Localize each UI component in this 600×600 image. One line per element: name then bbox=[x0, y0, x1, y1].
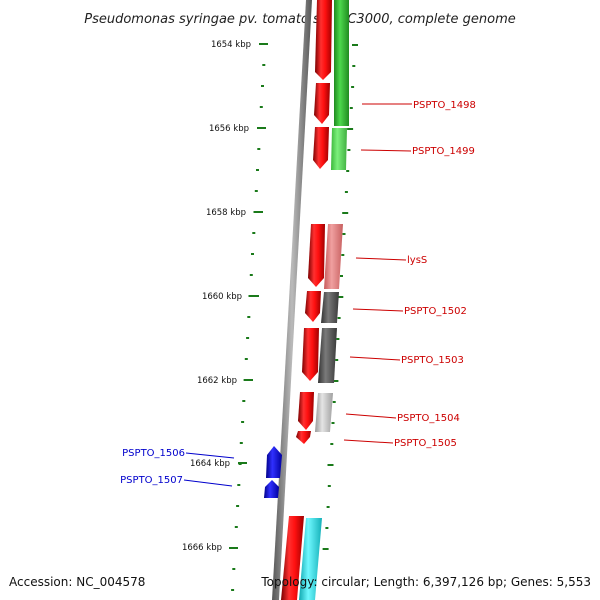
green-feature-track bbox=[331, 0, 349, 170]
feature-track-2 bbox=[299, 224, 343, 600]
gene-label-pspto-1506[interactable]: PSPTO_1506 bbox=[122, 448, 185, 459]
right-track-ticks bbox=[322, 44, 358, 550]
gene-feature bbox=[318, 328, 337, 383]
gene-label-pspto-1498[interactable]: PSPTO_1498 bbox=[413, 100, 476, 111]
gene-label-pspto-1502[interactable]: PSPTO_1502 bbox=[404, 306, 467, 317]
gene-label-pspto-1503[interactable]: PSPTO_1503 bbox=[401, 355, 464, 366]
axis-tick-1662: 1662 kbp bbox=[197, 376, 253, 386]
forward-genes bbox=[281, 0, 332, 600]
axis-tick-1666: 1666 kbp bbox=[182, 543, 238, 553]
gene-arrow bbox=[266, 446, 282, 478]
axis-major-ticks: 1654 kbp 1656 kbp 1658 kbp 1660 kbp 1662… bbox=[182, 40, 268, 553]
tick-label: 1662 kbp bbox=[197, 376, 237, 386]
gene-arrow bbox=[314, 83, 330, 124]
gene-label-lyss[interactable]: lysS bbox=[407, 255, 427, 266]
gene-feature bbox=[331, 128, 347, 170]
axis-tick-1654: 1654 kbp bbox=[211, 40, 268, 50]
gene-arrow bbox=[264, 480, 279, 498]
gene-feature bbox=[324, 224, 343, 289]
axis-tick-1664: 1664 kbp bbox=[190, 459, 247, 469]
gene-label-pspto-1505[interactable]: PSPTO_1505 bbox=[394, 438, 457, 449]
axis-tick-1660: 1660 kbp bbox=[202, 292, 259, 302]
genome-backbone bbox=[272, 0, 312, 600]
axis-tick-1656: 1656 kbp bbox=[209, 124, 266, 134]
axis-tick-1658: 1658 kbp bbox=[206, 208, 263, 218]
genome-summary-text: Topology: circular; Length: 6,397,126 bp… bbox=[260, 575, 591, 589]
gene-label-pspto-1504[interactable]: PSPTO_1504 bbox=[397, 413, 460, 424]
tick-label: 1660 kbp bbox=[202, 292, 242, 302]
tick-label: 1656 kbp bbox=[209, 124, 249, 134]
tick-label: 1658 kbp bbox=[206, 208, 246, 218]
gene-arrow bbox=[302, 328, 319, 381]
gene-arrow bbox=[308, 224, 325, 287]
gene-arrow bbox=[281, 516, 304, 600]
gene-arrow bbox=[315, 0, 332, 80]
gene-arrow bbox=[296, 431, 311, 444]
tick-label: 1664 kbp bbox=[190, 459, 230, 469]
tick-label: 1654 kbp bbox=[211, 40, 251, 50]
accession-text: Accession: NC_004578 bbox=[9, 575, 145, 589]
reverse-genes bbox=[264, 446, 282, 498]
gene-feature bbox=[315, 393, 333, 432]
gene-arrow bbox=[305, 291, 321, 322]
tick-label: 1666 kbp bbox=[182, 543, 222, 553]
gene-feature bbox=[334, 0, 349, 126]
gene-feature bbox=[299, 518, 322, 600]
gene-label-pspto-1507[interactable]: PSPTO_1507 bbox=[120, 475, 183, 486]
map-title: Pseudomonas syringae pv. tomato str. DC3… bbox=[84, 12, 516, 27]
gene-label-pspto-1499[interactable]: PSPTO_1499 bbox=[412, 146, 475, 157]
gene-arrow bbox=[313, 127, 329, 169]
gene-feature bbox=[321, 292, 339, 323]
gene-arrow bbox=[298, 392, 314, 430]
gene-labels: PSPTO_1498 PSPTO_1499 lysS PSPTO_1502 PS… bbox=[120, 100, 476, 487]
